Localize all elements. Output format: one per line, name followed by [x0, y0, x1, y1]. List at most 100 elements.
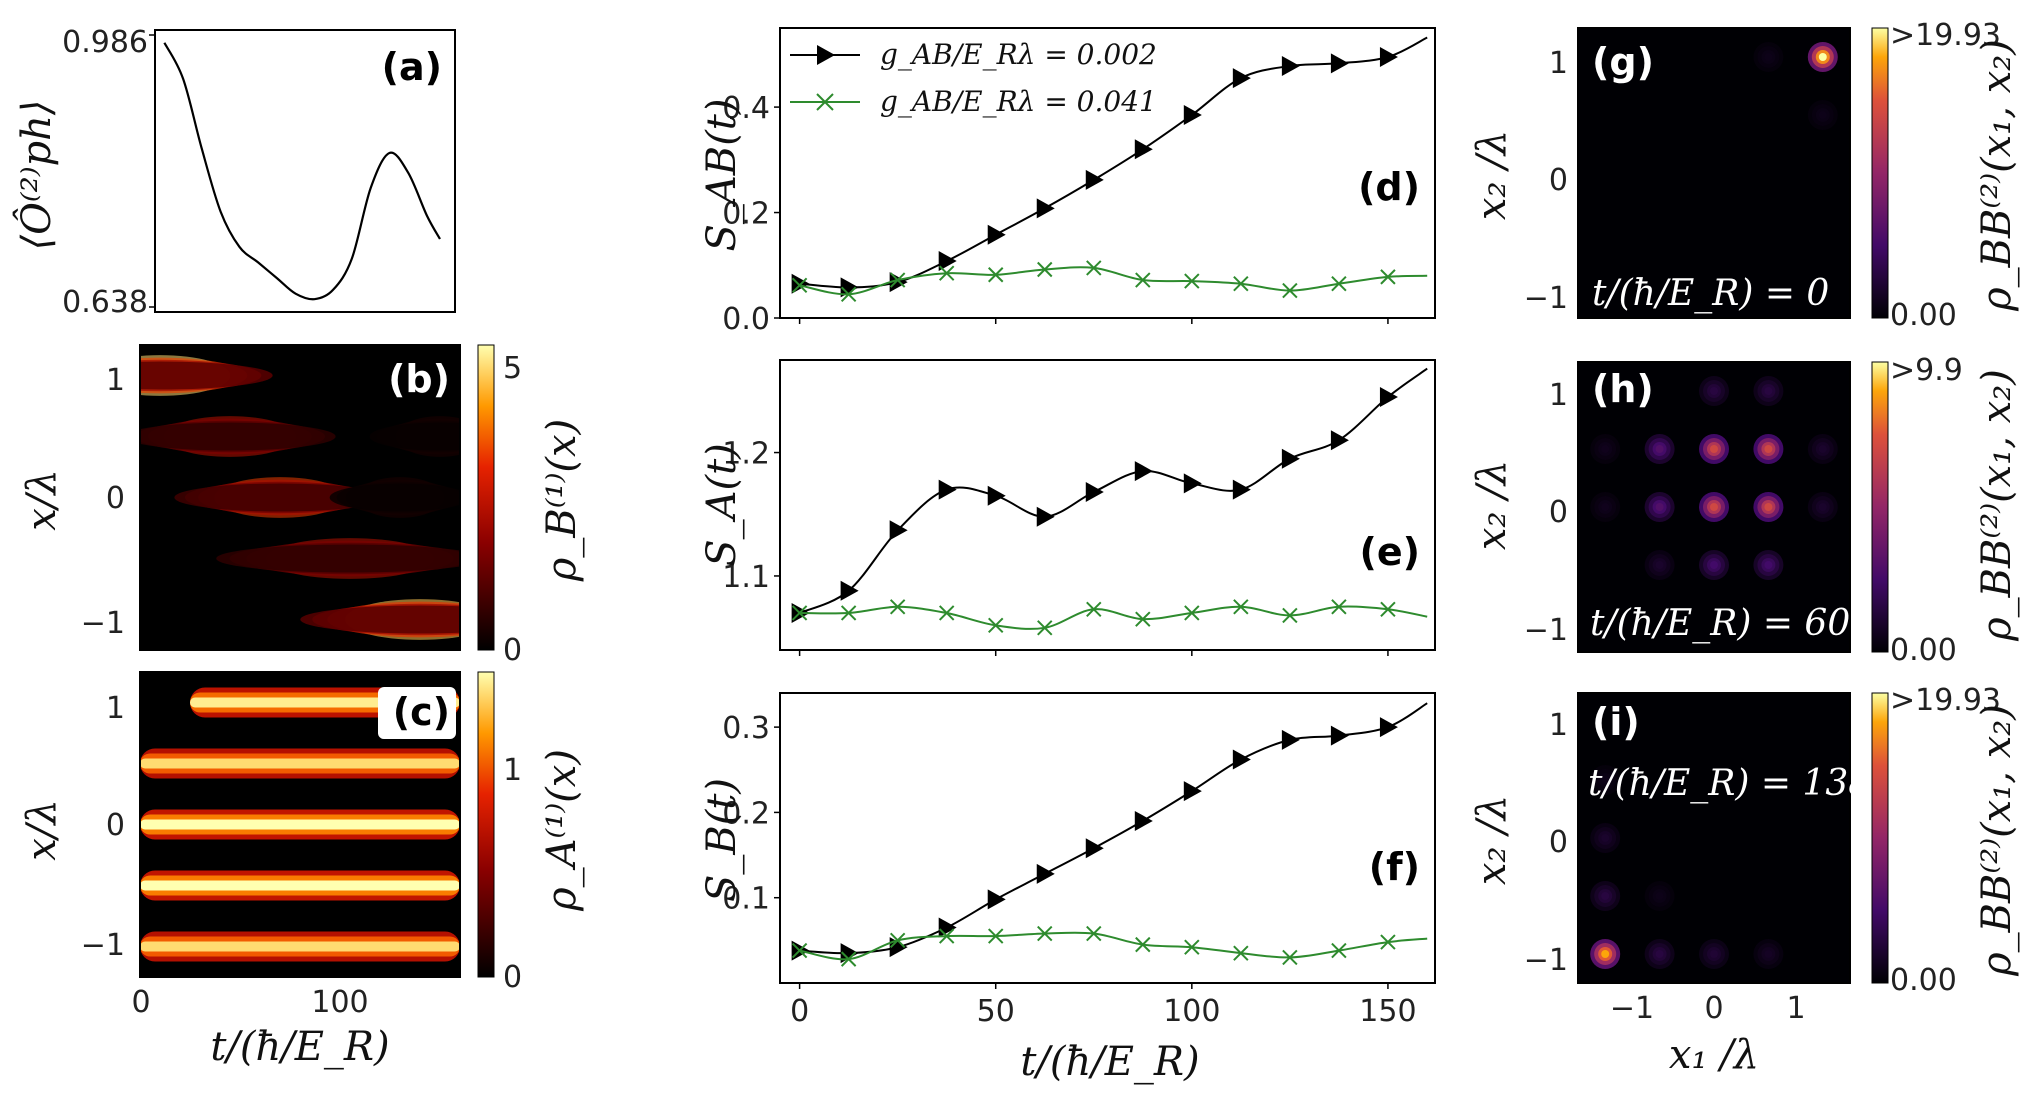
panel-e-frame — [779, 359, 1436, 651]
panel-c-ytick-m1: −1 — [81, 928, 125, 963]
x-marker — [840, 286, 857, 302]
triangle-marker — [1232, 68, 1251, 89]
panel-a-frame — [154, 29, 456, 313]
triangle-marker — [1183, 781, 1202, 802]
panel-c-cbar-label: ρ_A⁽¹⁾(x) — [539, 749, 585, 912]
x-tick-label: 0 — [790, 994, 809, 1029]
panel-h-ytick-m1: −1 — [1524, 613, 1568, 648]
panel-g-ytick-0: 0 — [1549, 163, 1568, 198]
panel-f: 0 50 100 150 0.1 0.2 0.3 S_B(t) (f) t/(ħ/E_R) — [699, 692, 1436, 1085]
panel-h-colorbar — [1871, 361, 1889, 653]
panel-b-density — [140, 355, 460, 640]
x-marker — [938, 605, 955, 621]
triangle-marker — [1330, 430, 1349, 451]
panel-g-density — [1753, 42, 1838, 130]
panel-h-annotation: t/(ħ/E_R) = 60 — [1590, 603, 1850, 644]
x-marker — [1380, 934, 1396, 950]
x-marker — [1331, 942, 1347, 959]
x-marker — [1184, 605, 1200, 621]
panel-a-letter: (a) — [382, 45, 442, 89]
x-marker — [1184, 273, 1200, 289]
panel-e: 1.1 1.2 S_A(t) (e) — [699, 359, 1436, 656]
panel-f-letter: (f) — [1369, 845, 1420, 889]
panel-a-ylabel: ⟨Ô⁽²⁾ph⟩ — [13, 99, 60, 250]
x-marker — [988, 617, 1004, 634]
x-marker — [938, 928, 955, 944]
panel-c-xtick-0: 0 — [131, 985, 150, 1020]
x-marker — [1135, 611, 1151, 627]
panel-b-blob — [140, 361, 273, 390]
panel-i: (i) t/(ħ/E_R) = 138 1 0 −1 −1 0 1 x₁ /λ … — [1469, 683, 2020, 1078]
triangle-marker — [1232, 479, 1251, 500]
panel-b-letter: (b) — [388, 357, 450, 401]
triangle-marker — [938, 251, 957, 272]
density-spot — [1818, 503, 1827, 511]
x-marker — [938, 265, 955, 281]
density-spot — [1764, 53, 1773, 61]
panel-b-blob — [216, 544, 460, 573]
panel-b-heatmap — [140, 345, 460, 650]
panel-h-cbar-top: >9.9 — [1890, 353, 1963, 388]
panel-i-cbar-bottom: 0.00 — [1890, 963, 1957, 998]
triangle-marker — [1085, 482, 1104, 503]
panel-c-letter-box — [378, 687, 456, 739]
x-marker — [1135, 936, 1151, 953]
x-marker — [1380, 269, 1396, 285]
x-marker — [1380, 601, 1396, 617]
panel-h-ylabel: x₂ /λ — [1469, 460, 1515, 550]
panel-h-heatmap — [1578, 362, 1850, 652]
panel-i-letter: (i) — [1592, 700, 1640, 744]
density-spot — [1764, 445, 1773, 453]
x-marker — [1331, 599, 1347, 615]
panel-i-cbar-top: >19.93 — [1890, 683, 2001, 718]
panel-g-frame — [1577, 27, 1851, 319]
density-spot — [1601, 834, 1610, 842]
y-tick-label: 1.2 — [722, 437, 770, 472]
triangle-marker — [1379, 387, 1398, 408]
density-spot — [1655, 892, 1664, 900]
density-spot — [1655, 503, 1664, 511]
panel-c-ytick-0: 0 — [106, 808, 125, 843]
triangle-marker — [1134, 810, 1153, 831]
triangle-marker — [1232, 749, 1251, 770]
panel-c-xtick-100: 100 — [311, 985, 368, 1020]
density-spot — [1764, 950, 1773, 958]
triangle-marker — [1134, 461, 1153, 482]
y-tick-label: 0.2 — [722, 796, 770, 831]
series-line-1 — [799, 931, 1428, 961]
panel-i-xlabel: x₁ /λ — [1669, 1032, 1759, 1078]
x-marker — [1233, 599, 1249, 615]
y-tick-label: 0.2 — [722, 197, 770, 232]
panel-i-ytick-m1: −1 — [1524, 943, 1568, 978]
x-tick-label: 100 — [1163, 994, 1220, 1029]
panel-g-heatmap — [1578, 28, 1850, 318]
panel-g-cbar-bottom: 0.00 — [1890, 298, 1957, 333]
y-tick-label: 0.4 — [722, 91, 770, 126]
panel-a: 0.986 0.638 ⟨Ô⁽²⁾ph⟩ (a) — [13, 25, 456, 320]
panel-d-plot: 0.0 0.2 0.4 — [722, 36, 1428, 337]
legend-marker-x — [816, 93, 834, 111]
x-marker — [1037, 261, 1053, 278]
panel-b-blob — [140, 422, 336, 451]
triangle-marker — [1281, 729, 1300, 750]
panel-a-line — [163, 42, 441, 301]
x-marker — [1233, 945, 1249, 961]
triangle-marker — [987, 889, 1006, 910]
panel-g-cbar-top: >19.93 — [1890, 18, 2001, 53]
triangle-marker — [1183, 473, 1202, 494]
panel-f-ylabel: S_B(t) — [699, 778, 745, 902]
x-marker — [1086, 260, 1102, 276]
y-tick-label: 1.1 — [722, 560, 770, 595]
triangle-marker — [1134, 139, 1153, 160]
y-tick-label: 0.0 — [722, 302, 770, 337]
x-marker — [1184, 939, 1200, 955]
panel-g-ylabel: x₂ /λ — [1469, 130, 1515, 220]
y-tick-label: 0.3 — [722, 711, 770, 746]
panel-f-plot: 0 50 100 150 0.1 0.2 0.3 — [722, 702, 1428, 1029]
panel-i-density — [1590, 765, 1784, 969]
panel-b-blob — [174, 483, 386, 512]
panel-g-annotation: t/(ħ/E_R) = 0 — [1592, 273, 1829, 314]
panel-h-frame — [1577, 361, 1851, 653]
panel-e-ylabel: S_A(t) — [699, 443, 745, 567]
